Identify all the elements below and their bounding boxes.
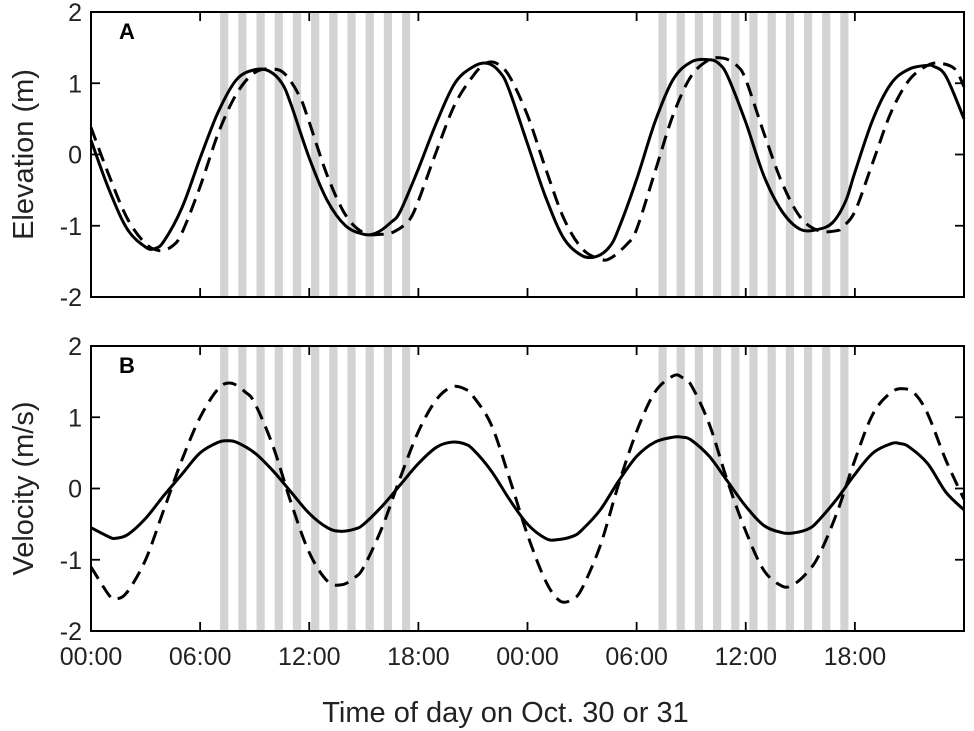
shaded-band [749, 12, 758, 297]
shaded-band [402, 12, 411, 297]
shaded-band [311, 346, 320, 631]
dashed-series-line [89, 373, 966, 604]
y-tick-label: 1 [68, 404, 82, 432]
shaded-band [311, 12, 320, 297]
solid-series-line [89, 57, 966, 260]
shaded-band [220, 346, 229, 631]
y-tick-label: 2 [68, 0, 82, 27]
shaded-band [676, 12, 685, 297]
shaded-band [256, 346, 265, 631]
y-tick-labels: 2 1 0 -1 -2 [60, 0, 82, 312]
shaded-band [840, 12, 849, 297]
shaded-band [731, 12, 740, 297]
shaded-band [383, 346, 392, 631]
y-tick-label: 0 [68, 476, 82, 504]
y-tick-label: -2 [60, 618, 82, 646]
shaded-band [804, 346, 813, 631]
shaded-band [256, 12, 265, 297]
elevation-panel: 2 1 0 -1 -2 A Elevation (m) [8, 0, 966, 312]
shaded-band [274, 12, 283, 297]
shaded-band [383, 12, 392, 297]
y-tick-labels: 2 1 0 -1 -2 [60, 333, 82, 646]
shaded-band [329, 12, 338, 297]
shaded-band [731, 346, 740, 631]
y-tick-label: -2 [60, 284, 82, 312]
shaded-band [785, 346, 794, 631]
shaded-band [694, 346, 703, 631]
shaded-band [329, 346, 338, 631]
shaded-bands [220, 346, 849, 631]
shaded-band [658, 12, 667, 297]
panel-label-b: B [119, 353, 135, 378]
shaded-band [822, 346, 831, 631]
x-tick-label: 06:00 [169, 643, 232, 671]
x-tick-label: 00:00 [496, 643, 559, 671]
shaded-band [365, 12, 374, 297]
y-tick-label: -1 [60, 213, 82, 241]
shaded-band [749, 346, 758, 631]
shaded-band [713, 346, 722, 631]
shaded-bands [220, 12, 849, 297]
shaded-band [238, 346, 247, 631]
shaded-band [220, 12, 229, 297]
shaded-band [676, 346, 685, 631]
x-tick-label: 12:00 [714, 643, 777, 671]
solid-series-line [90, 435, 966, 542]
x-tick-label: 12:00 [278, 643, 341, 671]
panel-label-a: A [119, 19, 135, 44]
shaded-band [274, 346, 283, 631]
y-axis-label-elevation: Elevation (m) [8, 69, 40, 240]
dashed-series-line [89, 56, 966, 262]
x-tick-label: 18:00 [824, 643, 887, 671]
shaded-band [658, 346, 667, 631]
series-layer [89, 373, 966, 604]
axis-ticks [90, 345, 965, 632]
x-tick-label: 00:00 [60, 643, 123, 671]
y-tick-label: 0 [68, 142, 82, 170]
x-tick-labels: 00:00 06:00 12:00 18:00 00:00 06:00 12:00 18:00 [60, 643, 886, 671]
shaded-band [767, 346, 776, 631]
shaded-band [402, 346, 411, 631]
shaded-band [365, 346, 374, 631]
y-tick-label: 2 [68, 333, 82, 361]
shaded-band [347, 346, 356, 631]
x-axis-label: Time of day on Oct. 30 or 31 [322, 697, 688, 729]
y-tick-label: -1 [60, 547, 82, 575]
shaded-band [347, 12, 356, 297]
shaded-band [694, 12, 703, 297]
axis-ticks [90, 11, 965, 298]
shaded-band [292, 12, 302, 297]
shaded-band [292, 346, 302, 631]
shaded-band [804, 12, 813, 297]
series-layer [89, 56, 966, 262]
x-tick-label: 18:00 [387, 643, 450, 671]
shaded-band [713, 12, 722, 297]
y-axis-label-velocity: Velocity (m/s) [8, 401, 40, 575]
shaded-band [238, 12, 247, 297]
x-tick-label: 06:00 [605, 643, 668, 671]
y-tick-label: 1 [68, 70, 82, 98]
shaded-band [785, 12, 794, 297]
velocity-panel: 2 1 0 -1 -2 00:00 06:00 12:00 18:00 00:00 06:00 12… [8, 333, 966, 729]
shaded-band [822, 12, 831, 297]
